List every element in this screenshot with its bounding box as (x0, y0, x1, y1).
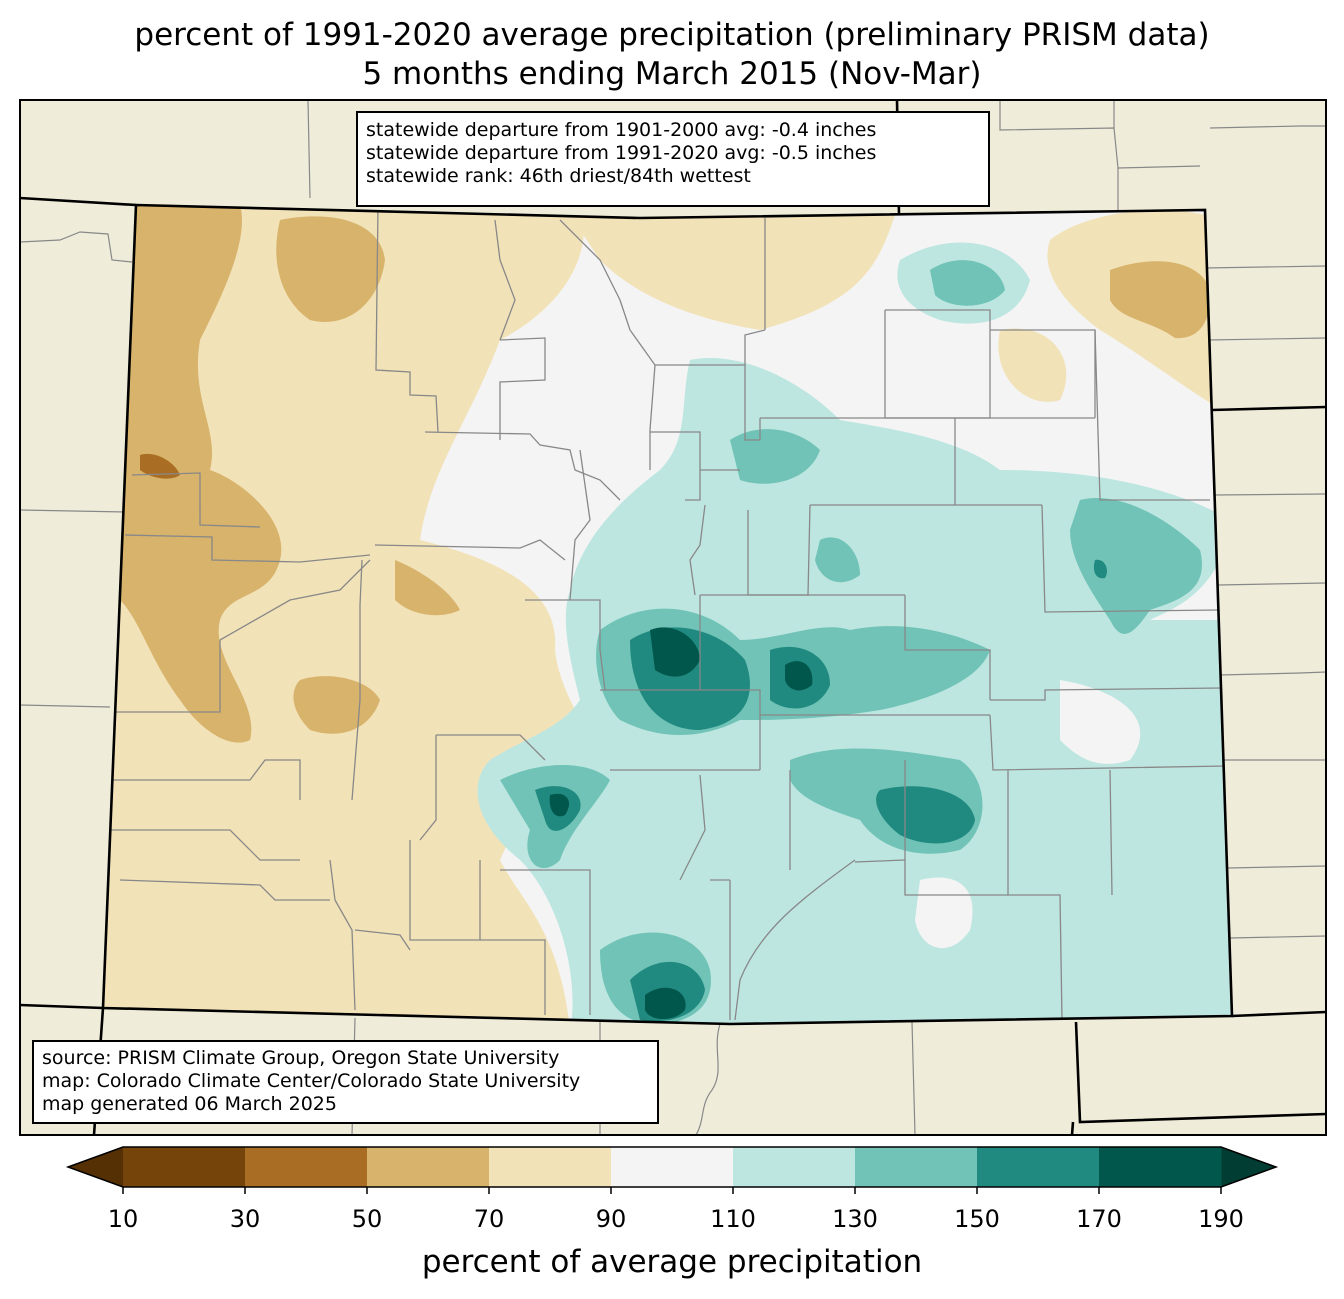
generated-date-line: map generated 06 March 2025 (42, 1093, 337, 1115)
colorbar-segment (245, 1147, 368, 1187)
colorbar-tick-label: 30 (229, 1205, 261, 1233)
colorbar-segment (733, 1147, 856, 1187)
colorbar-segment (1099, 1147, 1222, 1187)
stats-rank: statewide rank: 46th driest/84th wettest (366, 165, 751, 187)
colorbar-segment (977, 1147, 1100, 1187)
map-credit-line: map: Colorado Climate Center/Colorado St… (42, 1070, 581, 1092)
map-frame (19, 99, 1327, 1136)
stats-departure-1901-2000: statewide departure from 1901-2000 avg: … (366, 119, 877, 141)
county-lines (105, 205, 1226, 1021)
colorbar-under-arrow (68, 1147, 123, 1187)
statewide-stats-box: statewide departure from 1901-2000 avg: … (356, 111, 990, 207)
colorbar-tick-label: 190 (1198, 1205, 1244, 1233)
colorbar-tick-label: 130 (832, 1205, 878, 1233)
colorbar-tick-label: 90 (595, 1205, 627, 1233)
colorbar-segment (611, 1147, 734, 1187)
stats-departure-1991-2020: statewide departure from 1991-2020 avg: … (366, 142, 877, 164)
colorbar-tick-label: 170 (1076, 1205, 1122, 1233)
colorbar-segment (367, 1147, 490, 1187)
colorbar-segment (489, 1147, 612, 1187)
colorbar-segment (855, 1147, 978, 1187)
colorbar-tick-label: 50 (351, 1205, 383, 1233)
source-line: source: PRISM Climate Group, Oregon Stat… (42, 1047, 560, 1069)
precipitation-field (103, 205, 1232, 1024)
source-credits-box: source: PRISM Climate Group, Oregon Stat… (32, 1040, 659, 1124)
colorbar-tick-label: 70 (473, 1205, 505, 1233)
colorbar-segment (123, 1147, 246, 1187)
colorbar-tick-label: 150 (954, 1205, 1000, 1233)
colorbar-label: percent of average precipitation (421, 1244, 923, 1280)
colorbar-tick-label: 10 (107, 1205, 139, 1233)
colorbar (65, 1146, 1279, 1194)
colorbar-over-arrow (1221, 1147, 1276, 1187)
map-title-line1: percent of 1991-2020 average precipitati… (134, 17, 1210, 53)
colorbar-tick-label: 110 (710, 1205, 756, 1233)
map-title-line2: 5 months ending March 2015 (Nov-Mar) (362, 56, 982, 92)
